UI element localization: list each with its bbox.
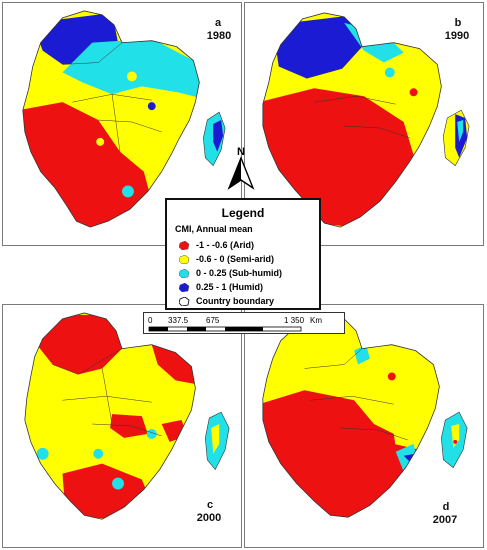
panel-d-letter: d bbox=[442, 501, 450, 513]
scale-bar: 0 337.5 675 1 350 Km bbox=[143, 312, 345, 334]
panel-a-year: 1980 bbox=[206, 30, 232, 42]
country-boundary-swatch-icon bbox=[179, 297, 190, 306]
map-1990 bbox=[262, 12, 470, 228]
map-panel-a: a 1980 bbox=[2, 2, 242, 246]
scale-tick-3: 1 350 bbox=[284, 316, 305, 325]
legend-label-sub-humid: 0 - 0.25 (Sub-humid) bbox=[196, 268, 283, 278]
panel-d-year: 2007 bbox=[432, 514, 458, 526]
arid-swatch-icon bbox=[179, 241, 190, 250]
legend-title: Legend bbox=[221, 206, 265, 220]
scale-tick-1: 337.5 bbox=[168, 316, 189, 325]
scale-tick-2: 675 bbox=[206, 316, 220, 325]
scale-tick-0: 0 bbox=[148, 316, 153, 325]
map-panel-b: b 1990 bbox=[244, 2, 484, 246]
scale-bar-graphic: 0 337.5 675 1 350 Km bbox=[148, 316, 322, 332]
north-label: N bbox=[237, 146, 245, 158]
panel-c-year: 2000 bbox=[196, 512, 222, 524]
panel-a-letter: a bbox=[214, 17, 222, 29]
map-1980 bbox=[22, 10, 226, 228]
legend-label-humid: 0.25 - 1 (Humid) bbox=[196, 282, 264, 292]
humid-swatch-icon bbox=[179, 283, 190, 292]
semi-arid-swatch-icon bbox=[179, 255, 190, 264]
legend-label-arid: -1 - -0.6 (Arid) bbox=[196, 240, 255, 250]
map-2007 bbox=[262, 314, 468, 518]
legend: Legend CMI, Annual mean -1 - -0.6 (Arid)… bbox=[165, 198, 321, 310]
north-arrow: N bbox=[226, 144, 256, 192]
map-panel-c: c 2000 bbox=[2, 304, 242, 548]
north-arrow-icon: N bbox=[227, 146, 255, 190]
legend-label-country-boundary: Country boundary bbox=[196, 296, 274, 306]
sub-humid-swatch-icon bbox=[179, 269, 190, 278]
map-2000 bbox=[24, 312, 230, 520]
legend-subtitle: CMI, Annual mean bbox=[175, 224, 253, 234]
panel-c-letter: c bbox=[206, 499, 214, 511]
map-panel-d: d 2007 bbox=[244, 304, 484, 548]
scale-unit: Km bbox=[310, 316, 322, 325]
legend-label-semi-arid: -0.6 - 0 (Semi-arid) bbox=[196, 254, 275, 264]
panel-b-year: 1990 bbox=[444, 30, 470, 42]
panel-b-letter: b bbox=[454, 17, 462, 29]
